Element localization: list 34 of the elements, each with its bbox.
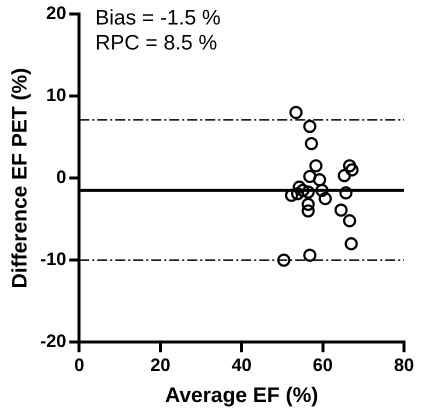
x-tick-label: 40 (232, 354, 252, 375)
point (303, 170, 316, 184)
annotation: Bias = -1.5 % (95, 6, 221, 30)
point (303, 120, 316, 134)
y-tick-label: 10 (46, 85, 66, 106)
point (303, 248, 316, 262)
point (277, 254, 290, 267)
point (289, 106, 303, 120)
point (302, 198, 315, 211)
point (343, 214, 356, 228)
x-tick-label: 0 (74, 354, 84, 375)
point (343, 159, 356, 172)
x-tick-label: 20 (150, 354, 170, 375)
annotation: RPC = 8.5 % (95, 31, 218, 54)
point (309, 159, 322, 172)
point (344, 237, 358, 250)
x-tick-label: 80 (394, 354, 414, 375)
point (338, 169, 351, 182)
y-tick-label: -10 (40, 249, 66, 270)
point (315, 184, 329, 198)
y-axis-title: Difference EF PET (%) (8, 68, 32, 288)
point (284, 188, 298, 202)
point (312, 173, 326, 186)
point (334, 204, 348, 217)
x-tick-label: 60 (312, 354, 333, 375)
y-tick-label: 20 (46, 2, 66, 23)
point (339, 186, 353, 200)
point (302, 204, 315, 218)
point (304, 137, 318, 150)
y-tick-label: -20 (40, 331, 66, 352)
point (345, 163, 359, 176)
x-axis-title: Average EF (%) (164, 384, 318, 408)
y-tick-label: 0 (56, 167, 66, 188)
point (318, 192, 332, 206)
